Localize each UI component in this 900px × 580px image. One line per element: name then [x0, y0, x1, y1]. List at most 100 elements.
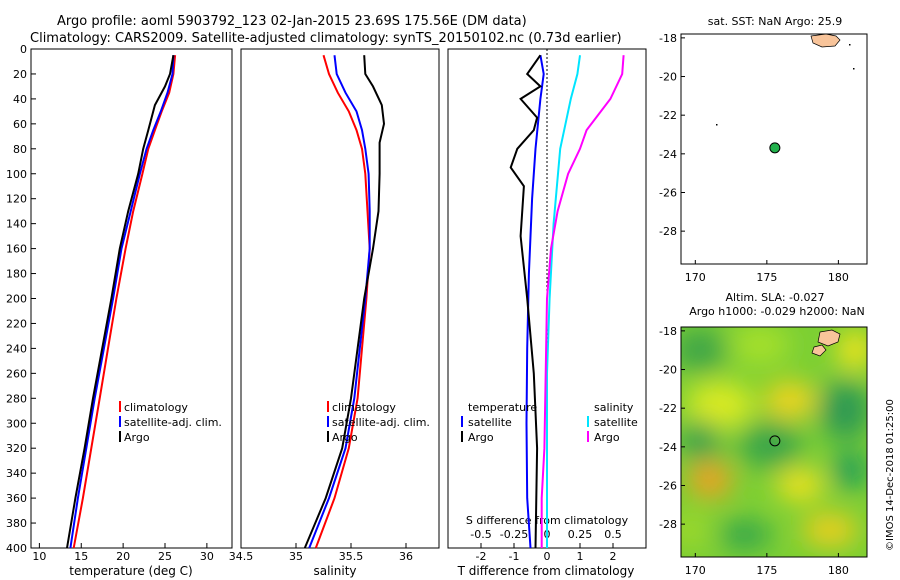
series-line-climatology: [72, 55, 177, 549]
s-tick-label: -0.25: [500, 528, 528, 541]
sst-map-ticks: 170 175 180 -28 -26 -24 -22 -20 -18: [659, 32, 849, 284]
sla-cell: [688, 462, 732, 498]
salinity-legend: climatology satellite-adj. clim. Argo: [327, 401, 430, 444]
legend-swatch-s-satellite: [587, 416, 589, 427]
sla-cell: [832, 452, 867, 488]
depth-tick-label: 0: [20, 43, 27, 56]
map-x-tick-label: 170: [685, 271, 706, 284]
depth-tick-label: 180: [6, 268, 27, 281]
temperature-xticks: 10 15 20 25 30: [32, 543, 214, 563]
depth-tick-label: 340: [6, 467, 27, 480]
x-tick-label: 36: [399, 550, 413, 563]
argo-location-marker: [769, 142, 781, 154]
map-y-tick-label: -28: [659, 225, 677, 238]
sla-field: [681, 327, 867, 549]
sla-cell: [681, 328, 728, 372]
sla-heatmap: [681, 327, 867, 557]
map-y-tick-label: -26: [659, 479, 677, 492]
x-tick-label: -2: [476, 550, 487, 563]
land-patch: [810, 33, 841, 48]
depth-tick-label: 260: [6, 367, 27, 380]
salinity-xlabel: salinity: [313, 564, 356, 578]
x-tick-label: 34.5: [229, 550, 254, 563]
series-line-climatology: [314, 54, 371, 549]
map-x-tick-label: 180: [828, 271, 849, 284]
legend-swatch-t-argo: [461, 431, 463, 442]
salinity-xticks: 34.5 35 35.5 36: [229, 543, 413, 563]
argo-location-marker: [769, 435, 781, 447]
salinity-axes: [240, 48, 440, 549]
temperature-legend: climatology satellite-adj. clim. Argo: [119, 401, 222, 444]
land-patch: [817, 329, 841, 347]
sla-cell: [819, 380, 867, 440]
sla-map-title-1: Altim. SLA: -0.027: [725, 291, 824, 304]
sla-cell: [837, 330, 867, 370]
map-x-tick-label: 170: [685, 564, 706, 577]
sla-cell: [764, 382, 816, 418]
temperature-axes: [30, 48, 233, 549]
x-tick-label: 35.5: [339, 550, 364, 563]
depth-tick-label: 400: [6, 542, 27, 555]
legend-swatch-s-argo: [587, 431, 589, 442]
difference-lines: [509, 54, 625, 549]
title-line-2: Climatology: CARS2009. Satellite-adjuste…: [30, 31, 622, 46]
sla-cell: [738, 421, 802, 469]
map-y-tick-label: -18: [659, 325, 677, 338]
series-line-argo: [66, 55, 175, 549]
s-tick-label: 0.25: [568, 528, 593, 541]
x-tick-label: 15: [74, 550, 88, 563]
x-tick-label: 0: [544, 550, 551, 563]
map-x-tick-label: 175: [756, 271, 777, 284]
depth-tick-label: 300: [6, 417, 27, 430]
legend-t-argo: Argo: [468, 431, 494, 444]
legend-swatch-climatology: [327, 401, 329, 412]
depth-tick-label: 60: [13, 118, 27, 131]
s-tick-label: 0.5: [604, 528, 622, 541]
sla-cell: [802, 514, 858, 546]
map-y-tick-label: -20: [659, 364, 677, 377]
sla-cell: [681, 420, 720, 460]
map-y-tick-label: -20: [659, 71, 677, 84]
sla-cell: [776, 469, 824, 501]
legend-swatch-climatology: [119, 401, 121, 412]
map-x-tick-label: 175: [756, 564, 777, 577]
depth-tick-label: 20: [13, 68, 27, 81]
map-y-tick-label: -28: [659, 518, 677, 531]
title-line-1: Argo profile: aoml 5903792_123 02-Jan-20…: [57, 14, 527, 29]
legend-t-satellite: satellite: [468, 416, 512, 429]
legend-swatch-satellite: [119, 416, 121, 427]
legend-argo: Argo: [332, 431, 358, 444]
sla-cell: [686, 381, 754, 429]
series-line-satellite-adj-clim-: [308, 55, 371, 549]
series-line-temperature-satellite: [525, 55, 545, 549]
sla-map-axes: [680, 326, 868, 558]
difference-xlabel: T difference from climatology: [457, 564, 635, 578]
x-tick-label: -1: [509, 550, 520, 563]
x-tick-label: 2: [610, 550, 617, 563]
land-patch: [811, 344, 827, 357]
temperature-panel: temperature (deg C) 10 15 20 25 30 0 20 40 60 80…: [6, 43, 233, 578]
sla-cell: [730, 327, 790, 365]
legend-swatch-argo: [327, 431, 329, 442]
salinity-lines: [303, 54, 386, 549]
depth-yticks: 0 20 40 60 80 100 120 140 160 180 200 220 240 260 280 3…: [6, 43, 36, 555]
sla-map-panel: Altim. SLA: -0.027 Argo h1000: -0.029 h2…: [659, 291, 868, 577]
sla-map-ticks: 170 175 180 -28 -26 -24 -22 -20 -18: [659, 325, 849, 577]
legend-s-argo: Argo: [594, 431, 620, 444]
sla-map-title-2: Argo h1000: -0.029 h2000: NaN: [689, 305, 865, 318]
sla-cell: [681, 512, 710, 548]
map-y-tick-label: -18: [659, 32, 677, 45]
depth-tick-label: 280: [6, 392, 27, 405]
land-dot: [853, 68, 855, 70]
map-y-tick-label: -22: [659, 109, 677, 122]
temperature-xlabel: temperature (deg C): [69, 564, 192, 578]
land-dot: [849, 44, 851, 46]
legend-swatch-t-satellite: [461, 416, 463, 427]
difference-legend: temperature satellite Argo salinity sate…: [461, 401, 638, 444]
legend-satellite-adj: satellite-adj. clim.: [332, 416, 430, 429]
sla-cell: [719, 521, 771, 549]
temperature-lines: [66, 55, 177, 549]
legend-salinity-header: salinity: [594, 401, 634, 414]
depth-tick-label: 140: [6, 218, 27, 231]
x-tick-label: 30: [200, 550, 214, 563]
